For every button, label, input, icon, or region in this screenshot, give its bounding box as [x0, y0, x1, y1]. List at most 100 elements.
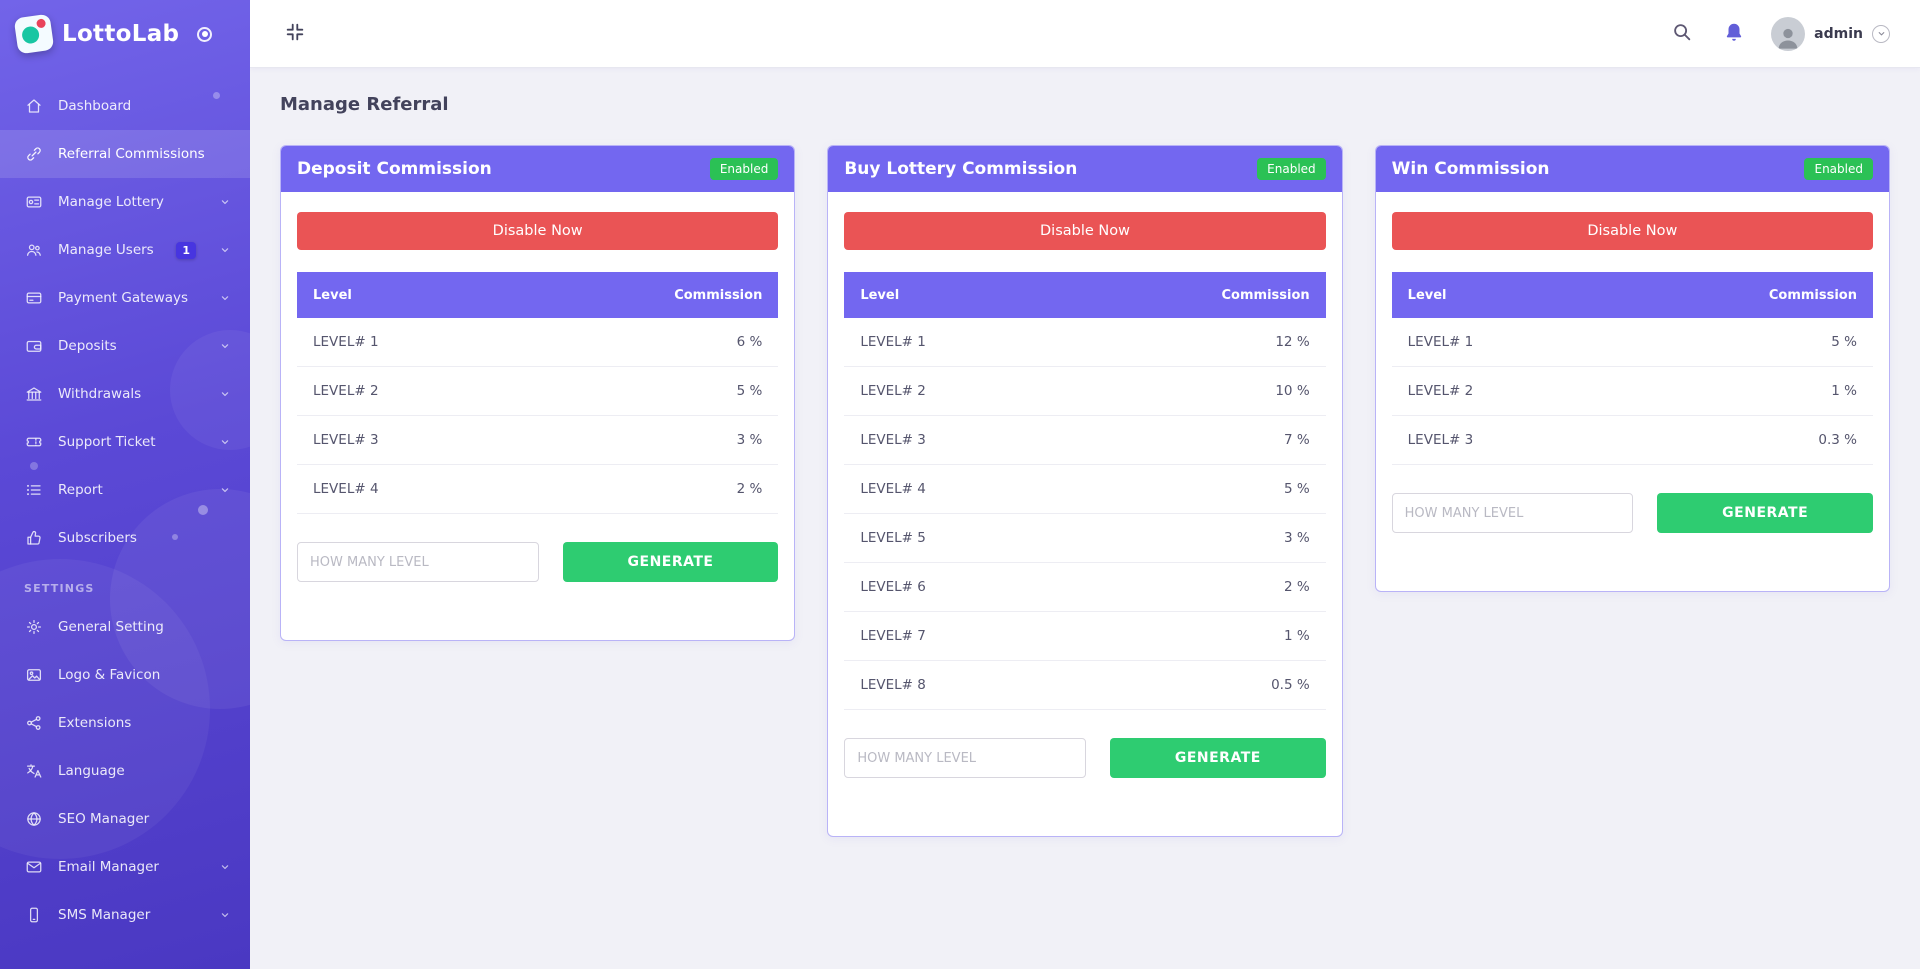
generate-button[interactable]: GENERATE [562, 542, 779, 582]
sidebar-item-extensions[interactable]: Extensions [0, 699, 250, 747]
username: admin [1814, 25, 1863, 42]
commission-cell: 1 % [1283, 628, 1310, 644]
level-cell: LEVEL# 1 [860, 334, 926, 350]
card-title: Win Commission [1391, 159, 1550, 179]
user-chevron-down-icon [1872, 24, 1890, 43]
card-body: Disable Now Level Commission LEVEL# 1 12… [828, 192, 1341, 836]
table-row: LEVEL# 2 5 % [297, 367, 779, 416]
level-cell: LEVEL# 3 [860, 432, 926, 448]
table-header: Level Commission [844, 272, 1326, 318]
sidebar-item-label: SMS Manager [58, 907, 151, 923]
sidebar-item-email-manager[interactable]: Email Manager [0, 843, 250, 891]
buy-lottery-commission-card: Buy Lottery Commission Enabled Disable N… [827, 145, 1343, 837]
commission-cell: 10 % [1275, 383, 1310, 399]
status-badge: Enabled [709, 158, 779, 180]
level-cell: LEVEL# 2 [860, 383, 926, 399]
link-icon [24, 144, 44, 164]
disable-now-button[interactable]: Disable Now [1391, 212, 1873, 250]
brand-logo-icon [13, 13, 55, 55]
card-body: Disable Now Level Commission LEVEL# 1 5 … [1376, 192, 1889, 591]
main-area: admin Manage Referral Deposit Commission… [250, 0, 1920, 969]
sidebar-item-support-ticket[interactable]: Support Ticket [0, 418, 250, 466]
card-title: Buy Lottery Commission [844, 159, 1078, 179]
level-cell: LEVEL# 4 [313, 481, 379, 497]
chevron-down-icon [218, 243, 232, 257]
avatar [1771, 16, 1806, 51]
gear-icon [24, 617, 44, 637]
level-cell: LEVEL# 8 [860, 677, 926, 693]
report-list-icon [24, 480, 44, 500]
sidebar-item-label: Support Ticket [58, 434, 156, 450]
sidebar-pin-toggle[interactable] [197, 26, 213, 42]
card-header: Win Commission Enabled [1375, 146, 1889, 192]
commission-table-rows: LEVEL# 1 6 % LEVEL# 2 5 % LEVEL# 3 [297, 318, 779, 514]
sidebar-item-general-setting[interactable]: General Setting [0, 603, 250, 651]
sidebar-item-report[interactable]: Report [0, 466, 250, 514]
sidebar-item-label: Extensions [58, 715, 132, 731]
bell-icon [1723, 21, 1745, 46]
sidebar-item-label: Deposits [58, 338, 117, 354]
table-row: LEVEL# 2 1 % [1391, 367, 1873, 416]
sidebar-item-logo-favicon[interactable]: Logo & Favicon [0, 651, 250, 699]
level-cell: LEVEL# 3 [313, 432, 379, 448]
wallet-icon [24, 336, 44, 356]
sidebar-item-seo-manager[interactable]: SEO Manager [0, 795, 250, 843]
search-button[interactable] [1667, 17, 1697, 50]
generate-row: GENERATE [844, 738, 1326, 778]
generate-button[interactable]: GENERATE [1110, 738, 1326, 778]
sidebar-collapse-button[interactable] [280, 17, 310, 50]
how-many-level-input[interactable] [844, 738, 1086, 778]
disable-now-button[interactable]: Disable Now [297, 212, 779, 250]
sidebar-item-manage-lottery[interactable]: Manage Lottery [0, 178, 250, 226]
thumbs-up-icon [24, 528, 44, 548]
sidebar-item-label: Logo & Favicon [58, 667, 161, 683]
chevron-down-icon [218, 387, 232, 401]
level-cell: LEVEL# 3 [1407, 432, 1474, 448]
disable-now-button[interactable]: Disable Now [844, 212, 1326, 250]
generate-row: GENERATE [1391, 493, 1873, 533]
table-row: LEVEL# 1 5 % [1391, 318, 1873, 367]
sidebar-item-label: SEO Manager [58, 811, 150, 827]
commission-cell: 5 % [736, 383, 763, 399]
search-icon [1671, 21, 1693, 46]
generate-button[interactable]: GENERATE [1657, 493, 1873, 533]
image-icon [24, 665, 44, 685]
sidebar-item-label: Dashboard [58, 98, 132, 114]
commission-table-rows: LEVEL# 1 5 % LEVEL# 2 1 % LEVEL# 3 [1391, 318, 1873, 465]
table-row: LEVEL# 3 0.3 % [1391, 416, 1873, 465]
table-row: LEVEL# 3 7 % [844, 416, 1326, 465]
notifications-button[interactable] [1719, 17, 1749, 50]
topbar: admin [250, 0, 1920, 68]
home-icon [24, 96, 44, 116]
support-ticket-icon [24, 432, 44, 452]
how-many-level-input[interactable] [1391, 493, 1634, 533]
sidebar-item-payment-gateways[interactable]: Payment Gateways [0, 274, 250, 322]
sidebar-item-withdrawals[interactable]: Withdrawals [0, 370, 250, 418]
level-cell: LEVEL# 7 [860, 628, 926, 644]
sidebar-item-deposits[interactable]: Deposits [0, 322, 250, 370]
how-many-level-input[interactable] [297, 542, 539, 582]
nodes-icon [24, 713, 44, 733]
page-content: Manage Referral Deposit Commission Enabl… [250, 68, 1920, 969]
status-badge: Enabled [1257, 158, 1326, 180]
win-commission-card: Win Commission Enabled Disable Now Level… [1374, 145, 1890, 592]
table-row: LEVEL# 2 10 % [844, 367, 1326, 416]
sidebar-item-dashboard[interactable]: Dashboard [0, 82, 250, 130]
commission-column-header: Commission [674, 287, 763, 303]
table-row: LEVEL# 1 12 % [844, 318, 1326, 367]
commission-cell: 3 % [1283, 530, 1310, 546]
sidebar-item-language[interactable]: Language [0, 747, 250, 795]
sidebar-item-subscribers[interactable]: Subscribers [0, 514, 250, 562]
level-cell: LEVEL# 6 [860, 579, 926, 595]
commission-cell: 7 % [1283, 432, 1310, 448]
brand-logo: LottoLab [0, 0, 250, 68]
commission-column-header: Commission [1768, 287, 1857, 303]
sidebar-item-sms-manager[interactable]: SMS Manager [0, 891, 250, 939]
chevron-down-icon [218, 908, 232, 922]
sidebar-item-referral-commissions[interactable]: Referral Commissions [0, 130, 250, 178]
sidebar-item-manage-users[interactable]: Manage Users 1 [0, 226, 250, 274]
user-menu[interactable]: admin [1771, 16, 1890, 51]
level-column-header: Level [860, 287, 900, 303]
level-column-header: Level [1407, 287, 1447, 303]
level-cell: LEVEL# 2 [313, 383, 379, 399]
